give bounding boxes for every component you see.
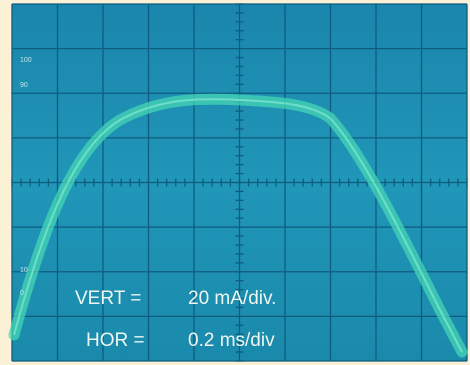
vert-value: 20 mA/div.: [188, 288, 276, 309]
graticule-label: 0: [20, 290, 24, 297]
graticule-label: 100: [20, 57, 32, 64]
vert-label: VERT =: [75, 288, 141, 309]
page: VERT = 20 mA/div. HOR = 0.2 ms/div 10090…: [0, 0, 470, 365]
graticule-label: 90: [20, 82, 28, 89]
hor-label: HOR =: [86, 330, 145, 351]
graticule-label: 10: [20, 267, 28, 274]
hor-value: 0.2 ms/div: [188, 330, 275, 351]
oscilloscope-photo: VERT = 20 mA/div. HOR = 0.2 ms/div 10090…: [0, 0, 470, 365]
